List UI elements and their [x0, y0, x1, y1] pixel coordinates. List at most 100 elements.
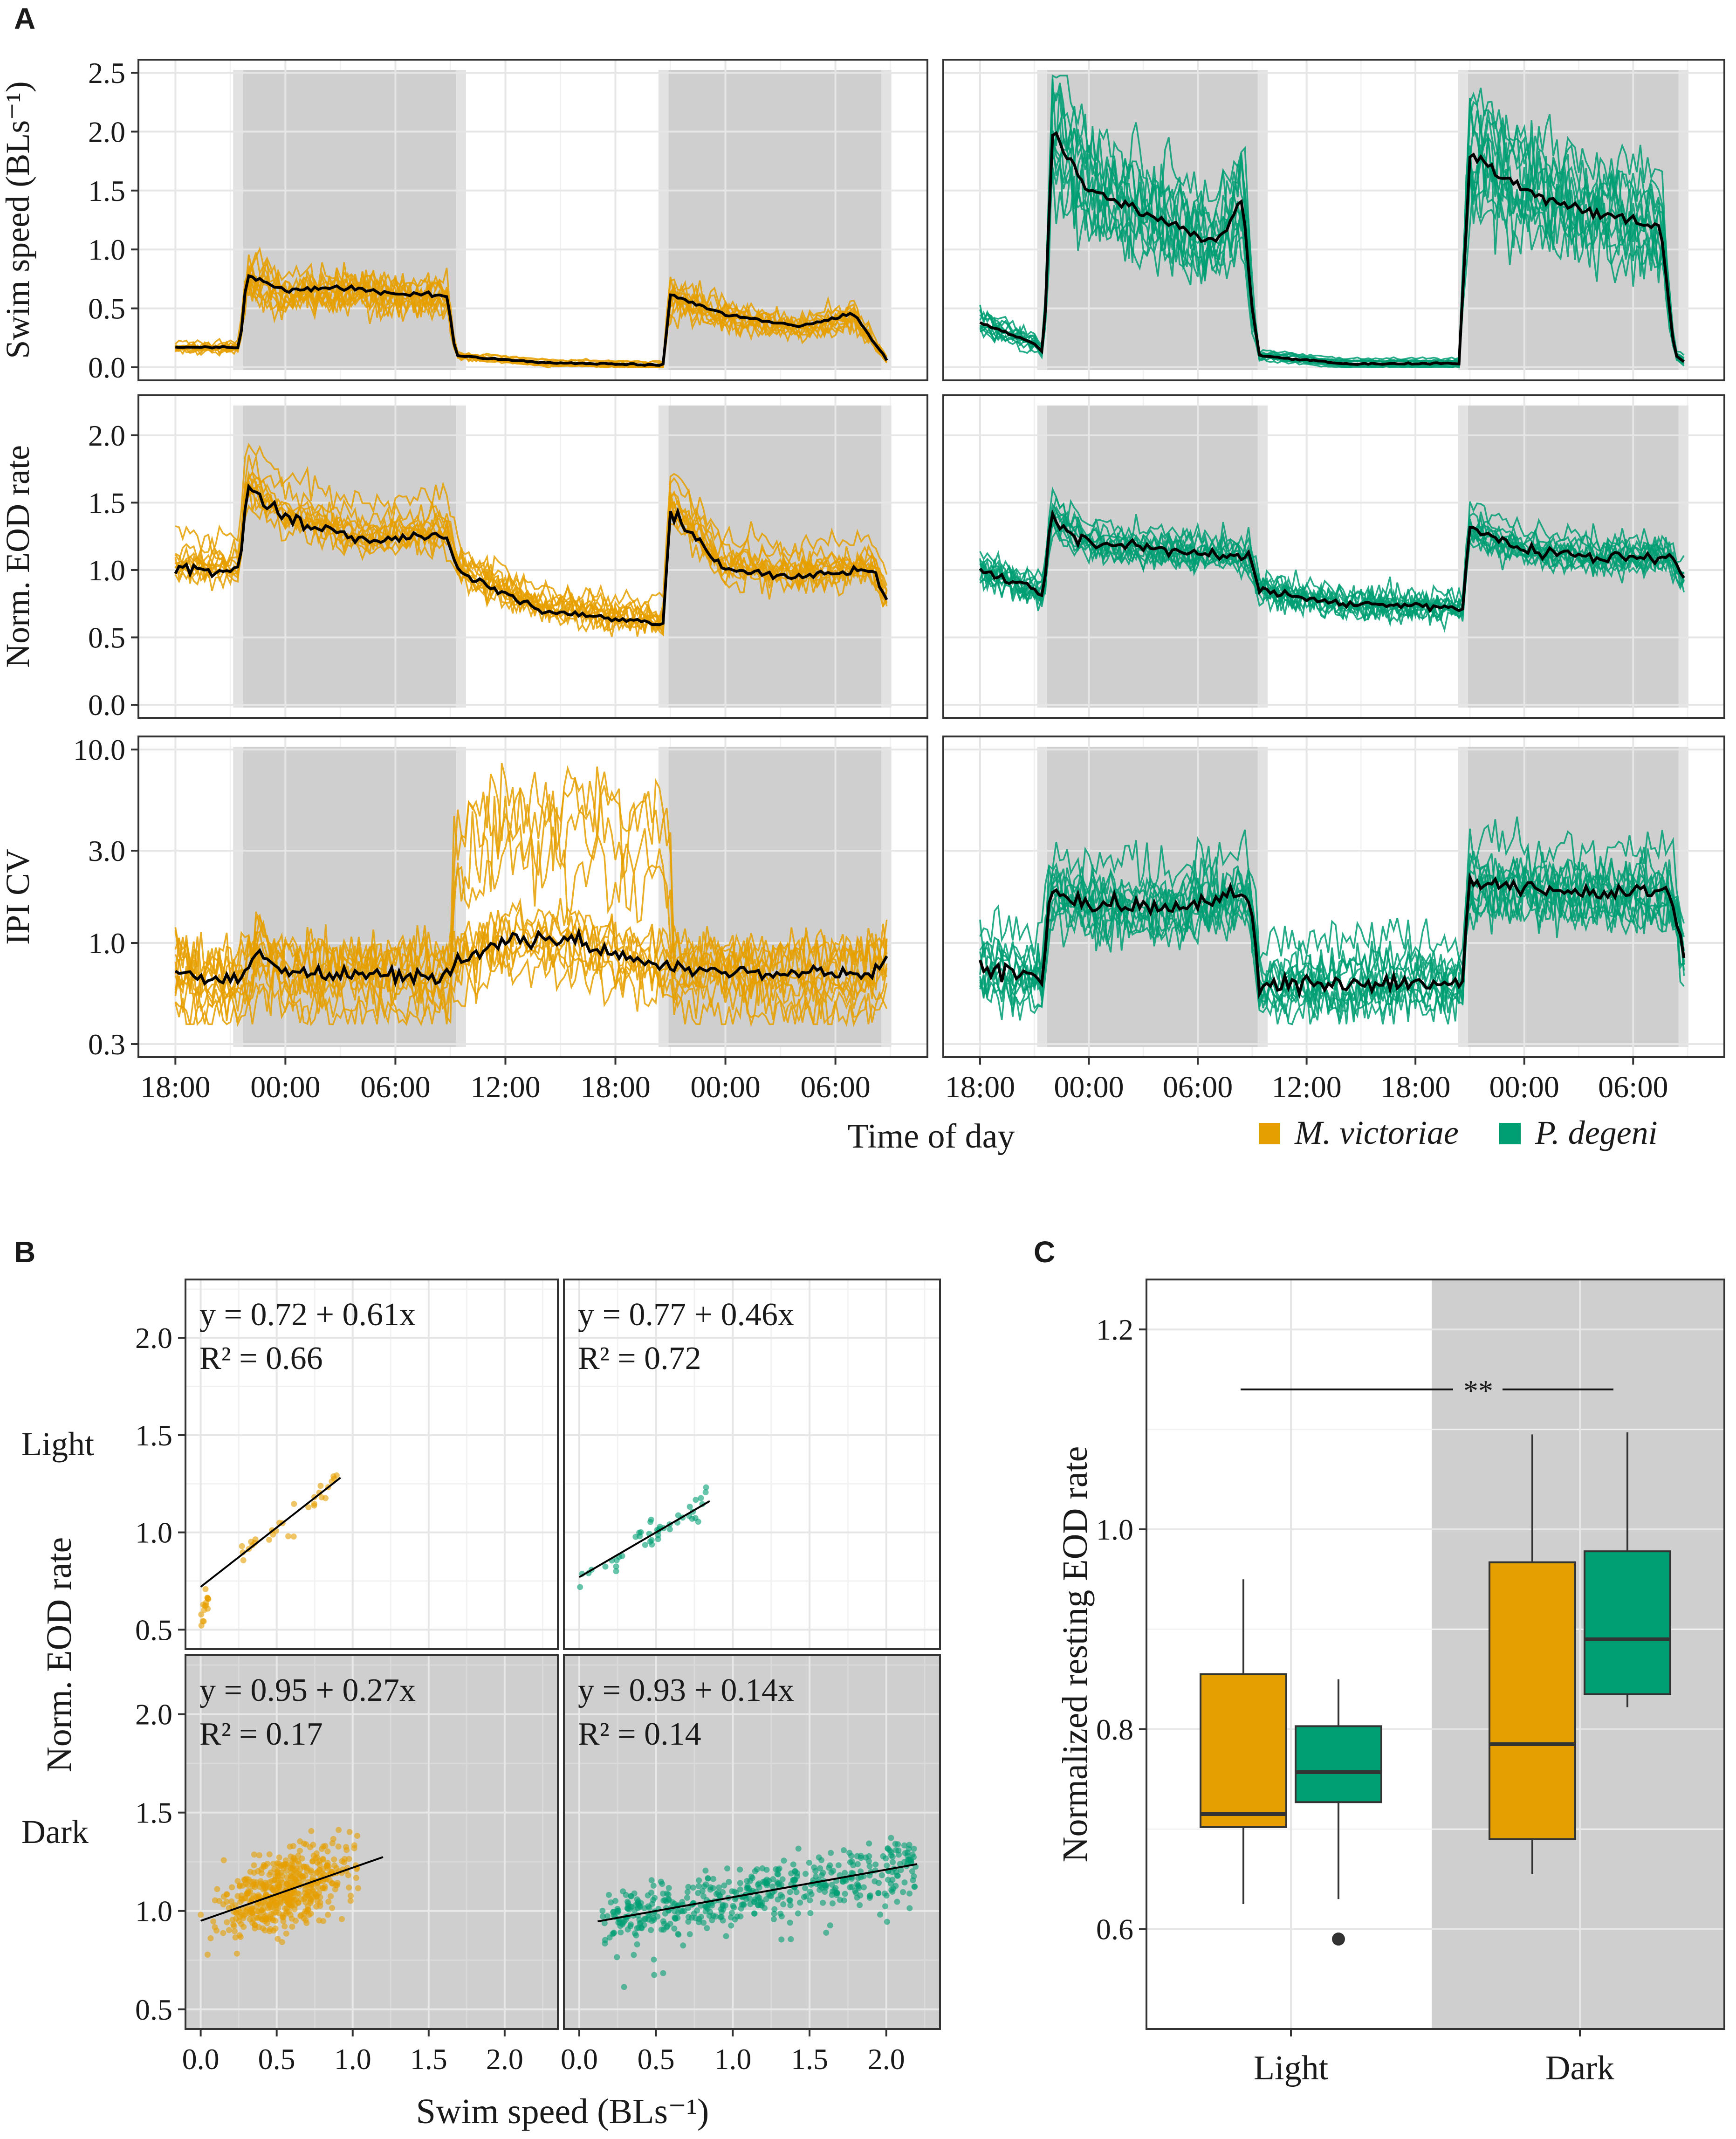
data-point — [248, 1539, 254, 1545]
data-point — [770, 1876, 776, 1883]
data-point — [249, 1895, 255, 1902]
data-point — [718, 1909, 725, 1915]
data-point — [911, 1884, 918, 1890]
data-point — [634, 1925, 640, 1932]
y-tick-label: 1.5 — [88, 174, 125, 207]
data-point — [744, 1878, 750, 1884]
data-point — [613, 1568, 619, 1575]
data-point — [709, 1917, 715, 1923]
individual-trace — [175, 271, 888, 368]
data-point — [298, 1896, 304, 1903]
data-point — [638, 1900, 644, 1906]
data-point — [856, 1885, 862, 1891]
data-point — [728, 1922, 734, 1929]
individual-trace — [175, 246, 888, 364]
data-point — [675, 1512, 681, 1519]
data-point — [313, 1893, 319, 1900]
data-point — [737, 1886, 743, 1893]
individual-trace — [174, 470, 888, 633]
y-tick-label: 1.0 — [135, 1516, 172, 1549]
data-point — [672, 1908, 678, 1914]
data-point — [817, 1865, 823, 1871]
data-point — [240, 1912, 247, 1919]
data-point — [602, 1940, 608, 1947]
data-point — [214, 1886, 220, 1892]
data-point — [294, 1865, 300, 1872]
data-point — [651, 1956, 657, 1963]
dark-period-band — [668, 406, 881, 708]
data-point — [699, 1888, 706, 1894]
data-point — [707, 1884, 714, 1891]
x-tick-label: 00:00 — [690, 1070, 760, 1104]
data-point — [775, 1896, 781, 1903]
data-point — [878, 1872, 885, 1878]
data-point — [905, 1857, 911, 1863]
data-point — [730, 1903, 736, 1909]
panel-b-frame — [185, 1654, 559, 2030]
x-tick-label: 06:00 — [800, 1070, 870, 1104]
data-point — [666, 1526, 673, 1533]
data-point — [618, 1929, 624, 1936]
data-point — [911, 1854, 917, 1860]
individual-trace — [175, 442, 888, 611]
individual-trace — [979, 858, 1685, 1005]
legend-label: M. victoriae — [1294, 1114, 1459, 1151]
data-point — [877, 1912, 884, 1918]
data-point — [795, 1845, 802, 1852]
y-tick-label: 0.5 — [88, 292, 125, 325]
data-point — [790, 1861, 796, 1868]
data-point — [788, 1870, 795, 1877]
x-tick-label: 18:00 — [140, 1070, 210, 1104]
data-point — [648, 1927, 654, 1933]
data-point — [650, 1882, 657, 1889]
y-tick-label: 0.0 — [88, 351, 125, 384]
data-point — [759, 1900, 766, 1906]
data-point — [289, 1923, 295, 1930]
data-point — [303, 1920, 310, 1926]
data-point — [283, 1930, 289, 1937]
data-point — [661, 1920, 667, 1927]
data-point — [641, 1922, 647, 1928]
data-point — [778, 1913, 785, 1919]
data-point — [290, 1534, 297, 1540]
data-point — [254, 1868, 261, 1875]
panel-b-frame — [185, 1279, 559, 1650]
data-point — [695, 1883, 702, 1889]
data-point — [301, 1915, 307, 1921]
y-tick-label: 2.5 — [88, 56, 125, 89]
data-point — [204, 1595, 211, 1601]
data-point — [894, 1872, 900, 1879]
data-point — [817, 1887, 823, 1893]
data-point — [702, 1867, 709, 1874]
data-point — [655, 1536, 661, 1542]
data-point — [279, 1914, 286, 1920]
data-point — [671, 1925, 678, 1932]
dark-period-band — [243, 70, 456, 370]
data-point — [786, 1897, 793, 1903]
data-point — [303, 1908, 310, 1915]
data-point — [882, 1903, 889, 1910]
y-tick-label: 1.0 — [135, 1895, 172, 1928]
data-point — [858, 1868, 864, 1875]
panel-a-facet-0-0: 0.0 0.5 1.0 1.5 2.0 2.5 Swim speed (BLs⁻¹) — [0, 56, 928, 384]
data-point — [900, 1889, 906, 1895]
data-point — [892, 1883, 899, 1889]
data-point — [858, 1853, 864, 1859]
data-point — [203, 1600, 209, 1606]
data-point — [274, 1870, 281, 1877]
data-point — [807, 1888, 813, 1895]
data-point — [251, 1851, 257, 1858]
data-point — [787, 1889, 793, 1895]
x-tick-label: 1.0 — [334, 2043, 371, 2076]
data-point — [259, 1916, 265, 1923]
regression-equation: y = 0.93 + 0.14x — [578, 1672, 794, 1708]
panel-a-facet-0-1 — [942, 59, 1725, 381]
panel-a-frame — [942, 394, 1725, 719]
data-point — [846, 1850, 853, 1856]
regression-equation: y = 0.72 + 0.61x — [199, 1297, 416, 1333]
data-point — [685, 1919, 692, 1925]
individual-trace — [174, 897, 888, 983]
data-point — [842, 1891, 848, 1897]
data-point — [692, 1915, 699, 1921]
